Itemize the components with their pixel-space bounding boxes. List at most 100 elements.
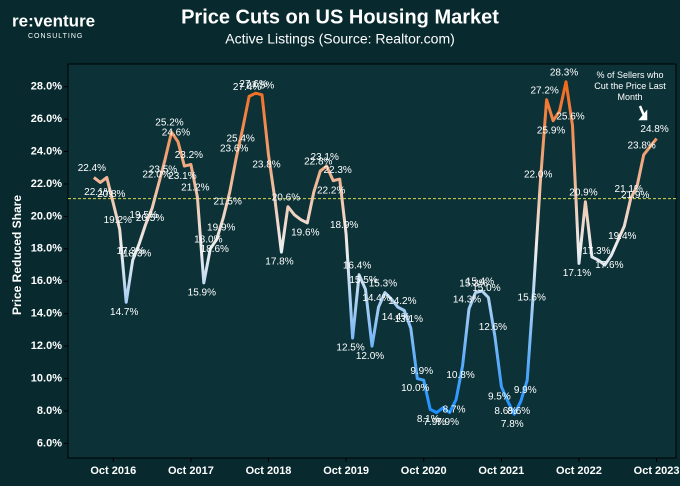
data-label: 10.0%: [401, 383, 429, 394]
data-label: 14.3%: [453, 294, 481, 305]
data-label: 15.5%: [349, 275, 377, 286]
data-label: 28.3%: [550, 67, 578, 78]
x-tick-label: Oct 2018: [246, 465, 292, 477]
x-tick-label: Oct 2020: [401, 465, 447, 477]
data-label: 19.5%: [129, 210, 157, 221]
y-axis-label: Price Reduced Share: [10, 195, 24, 315]
chart-subtitle: Active Listings (Source: Realtor.com): [225, 31, 455, 47]
data-label: 24.6%: [162, 127, 190, 138]
data-label: 7.9%: [423, 417, 446, 428]
data-label: 10.8%: [446, 370, 474, 381]
y-tick-label: 28.0%: [31, 81, 62, 93]
data-label: 15.3%: [369, 278, 397, 289]
brand-sub: CONSULTING: [28, 33, 83, 40]
data-label: 27.5%: [246, 80, 274, 91]
data-label: 18.6%: [201, 244, 229, 255]
y-tick-label: 22.0%: [31, 178, 62, 190]
data-label: 17.6%: [595, 260, 623, 271]
data-label: 22.1%: [84, 187, 112, 198]
data-label: 14.2%: [388, 296, 416, 307]
data-label: 14.4%: [362, 293, 390, 304]
data-label: 22.3%: [323, 165, 351, 176]
data-label: 12.6%: [479, 322, 507, 333]
data-label: 14.7%: [110, 307, 138, 318]
data-label: 19.4%: [608, 231, 636, 242]
data-label: 15.3%: [459, 278, 487, 289]
data-line: [92, 80, 658, 416]
brand-name: re:venture: [12, 11, 95, 30]
y-tick-label: 6.0%: [37, 437, 62, 449]
data-label: 21.5%: [214, 197, 242, 208]
data-label: 25.9%: [537, 125, 565, 136]
data-label: 20.5%: [136, 213, 164, 224]
data-label: 16.4%: [343, 260, 371, 271]
y-tick-label: 24.0%: [31, 145, 62, 157]
x-tick-label: Oct 2017: [168, 465, 214, 477]
data-label: 19.2%: [104, 215, 132, 226]
data-label: 18.3%: [123, 249, 151, 260]
annotation-arrow: [638, 105, 648, 121]
data-label: 23.2%: [175, 150, 203, 161]
chart-title: Price Cuts on US Housing Market: [181, 6, 499, 28]
y-tick-label: 16.0%: [31, 275, 62, 287]
data-label: 20.8%: [97, 189, 125, 200]
data-label: 8.6%: [494, 406, 517, 417]
data-label: 14.4%: [382, 312, 410, 323]
data-label: 21.2%: [181, 183, 209, 194]
data-label: 21.1%: [615, 184, 643, 195]
data-label: 23.6%: [220, 144, 248, 155]
y-tick-label: 12.0%: [31, 340, 62, 352]
data-label: 8.1%: [417, 414, 440, 425]
y-tick-label: 18.0%: [31, 243, 62, 255]
y-tick-label: 8.0%: [37, 405, 62, 417]
data-label: 9.9%: [410, 366, 433, 377]
y-tick-label: 14.0%: [31, 308, 62, 320]
data-label: 9.5%: [488, 391, 511, 402]
data-label: 18.0%: [194, 234, 222, 245]
data-label: 17.8%: [265, 257, 293, 268]
data-label: 17.3%: [117, 246, 145, 257]
data-label: 27.4%: [233, 82, 261, 93]
plot-area: [67, 63, 677, 459]
data-label: 19.6%: [291, 228, 319, 239]
data-label: 7.9%: [436, 417, 459, 428]
data-label: 22.2%: [317, 185, 345, 196]
x-tick-label: Oct 2016: [90, 465, 136, 477]
data-label: 25.6%: [556, 111, 584, 122]
data-label: 20.6%: [272, 192, 300, 203]
data-label: 15.0%: [472, 283, 500, 294]
data-label: 15.6%: [518, 292, 546, 303]
data-label: 15.4%: [466, 277, 494, 288]
data-label: 23.5%: [149, 164, 177, 175]
data-label: 8.7%: [443, 404, 466, 415]
data-label: 22.0%: [142, 170, 170, 181]
data-label: 20.9%: [569, 187, 597, 198]
x-tick-label: Oct 2021: [478, 465, 524, 477]
data-label: 12.0%: [356, 351, 384, 362]
data-label: 17.3%: [582, 246, 610, 257]
data-label: 23.8%: [627, 140, 655, 151]
data-label: 13.1%: [395, 314, 423, 325]
data-label: 19.9%: [207, 223, 235, 234]
data-label: 23.8%: [252, 159, 280, 170]
data-label: 27.2%: [530, 85, 558, 96]
data-label: 23.1%: [311, 152, 339, 163]
data-label: 21.9%: [621, 190, 649, 201]
x-tick-label: Oct 2022: [556, 465, 602, 477]
data-label: 7.8%: [501, 419, 524, 430]
data-label: 8.6%: [507, 406, 530, 417]
data-label: 24.8%: [640, 124, 668, 135]
x-tick-label: Oct 2023: [634, 465, 680, 477]
data-label: 15.9%: [188, 288, 216, 299]
data-label: 23.1%: [168, 171, 196, 182]
data-label: 22.8%: [304, 157, 332, 168]
data-label: 22.4%: [78, 163, 106, 174]
y-tick-label: 20.0%: [31, 210, 62, 222]
data-label: 9.9%: [514, 385, 537, 396]
x-tick-label: Oct 2019: [323, 465, 369, 477]
data-label: 17.1%: [563, 268, 591, 279]
data-label: 22.0%: [524, 170, 552, 181]
y-tick-label: 10.0%: [31, 372, 62, 384]
data-label: 25.2%: [155, 118, 183, 129]
